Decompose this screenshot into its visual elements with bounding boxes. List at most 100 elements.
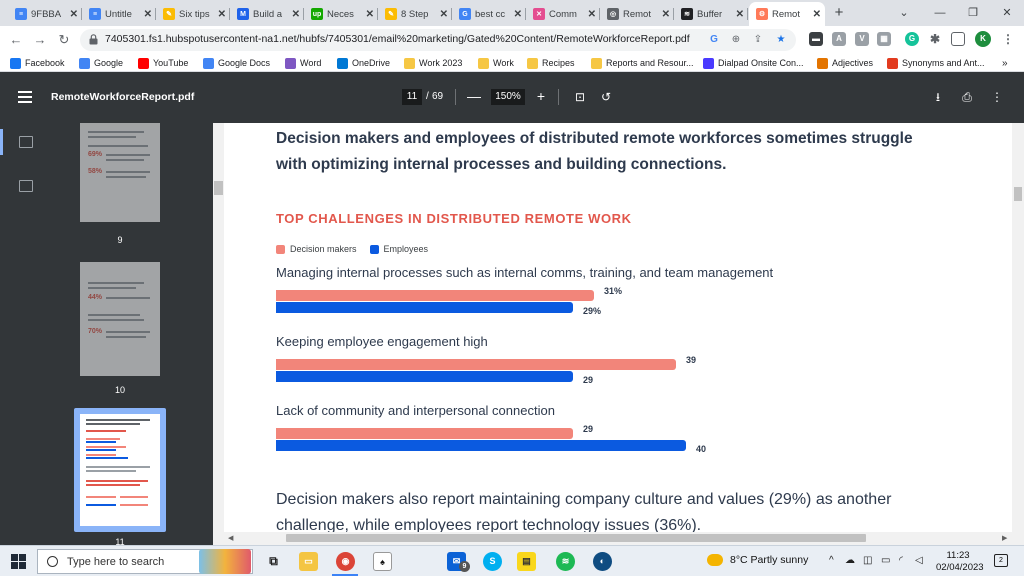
extension-grid-icon[interactable]: ▦: [877, 32, 891, 46]
forward-arrow-icon[interactable]: →: [33, 32, 47, 47]
zoom-icon[interactable]: ⊕: [731, 34, 741, 45]
more-options-icon[interactable]: ⋮: [991, 90, 1003, 104]
scroll-right-arrow-icon[interactable]: ▶: [1002, 535, 1008, 542]
browser-tab[interactable]: M Build a ✕: [230, 2, 304, 26]
page-number-input[interactable]: 11: [402, 89, 422, 105]
browser-tab[interactable]: ≋ Buffer ✕: [674, 2, 748, 26]
browser-tab[interactable]: ⚙ Remot ✕: [749, 2, 825, 26]
tab-close-icon[interactable]: ✕: [217, 8, 226, 20]
tab-close-icon[interactable]: ✕: [661, 8, 670, 20]
page-thumbnail-9[interactable]: 69% 58%: [80, 123, 160, 222]
bookmark-item[interactable]: Word: [285, 56, 321, 70]
side-panel-icon[interactable]: [951, 32, 965, 46]
url-text[interactable]: 7405301.fs1.hubspotusercontent-na1.net/h…: [105, 33, 690, 45]
show-hidden-icons-chevron-icon[interactable]: ^: [829, 555, 834, 566]
wifi-icon[interactable]: ◜: [899, 555, 903, 566]
bookmark-item[interactable]: Google: [79, 56, 123, 70]
page-vertical-scrollbar[interactable]: [1012, 123, 1024, 532]
zoom-level-input[interactable]: 150%: [491, 89, 525, 105]
tab-close-icon[interactable]: ✕: [587, 8, 596, 20]
tab-close-icon[interactable]: ✕: [143, 8, 152, 20]
battery-icon[interactable]: ▭: [881, 555, 891, 566]
extensions-puzzle-icon[interactable]: ✱: [929, 32, 941, 46]
extension-screen-icon[interactable]: ▬: [809, 32, 823, 46]
bookmark-item[interactable]: Adjectives: [817, 56, 873, 70]
address-bar[interactable]: 7405301.fs1.hubspotusercontent-na1.net/h…: [80, 29, 796, 51]
page-thumbnail-10[interactable]: 44% 70%: [80, 262, 160, 376]
extension-v-icon[interactable]: V: [855, 32, 869, 46]
restore-button[interactable]: ❐: [968, 7, 978, 19]
page-thumbnail-11[interactable]: [80, 414, 160, 526]
volume-icon[interactable]: ◁: [915, 555, 923, 566]
fit-to-page-icon[interactable]: ⊡: [574, 90, 586, 104]
profile-avatar[interactable]: K: [975, 31, 991, 47]
bookmark-item[interactable]: Recipes: [527, 56, 575, 70]
system-clock[interactable]: 11:23 02/04/2023: [936, 550, 984, 574]
onedrive-tray-icon[interactable]: ☁: [845, 555, 855, 566]
bookmark-item[interactable]: YouTube: [138, 56, 188, 70]
browser-tab[interactable]: ≡ Untitle ✕: [82, 2, 156, 26]
scroll-left-arrow-icon[interactable]: ◀: [228, 535, 234, 542]
file-explorer-icon[interactable]: ▭: [299, 552, 318, 571]
bookmark-item[interactable]: Facebook: [10, 56, 65, 70]
solitaire-icon[interactable]: ♠: [373, 552, 392, 571]
bookmark-item[interactable]: OneDrive: [337, 56, 390, 70]
bookmark-item[interactable]: Reports and Resour...: [591, 56, 694, 70]
minimize-button[interactable]: —: [934, 7, 946, 19]
edge-icon[interactable]: ◐: [593, 552, 612, 571]
tab-close-icon[interactable]: ✕: [812, 8, 821, 20]
tab-search-button[interactable]: ⌄: [899, 7, 909, 19]
browser-tab[interactable]: ✕ Comm ✕: [526, 2, 600, 26]
task-view-icon[interactable]: ⧉: [269, 554, 278, 568]
bookmark-item[interactable]: Dialpad Onsite Con...: [703, 56, 804, 70]
sidebar-scrollbar[interactable]: [213, 123, 224, 545]
bookmark-item[interactable]: Work: [478, 56, 514, 70]
grammarly-icon[interactable]: G: [905, 32, 919, 46]
bookmark-item[interactable]: Synonyms and Ant...: [887, 56, 985, 70]
share-icon[interactable]: ⇪: [753, 34, 763, 45]
hamburger-menu-icon[interactable]: [18, 91, 32, 103]
sidebar-scrollbar-thumb[interactable]: [214, 181, 223, 195]
tab-close-icon[interactable]: ✕: [291, 8, 300, 20]
notification-center-icon[interactable]: 2: [994, 554, 1008, 567]
spotify-icon[interactable]: ≋: [556, 552, 575, 571]
close-window-button[interactable]: ✕: [1002, 7, 1012, 19]
rotate-icon[interactable]: ↺: [600, 90, 612, 104]
bookmarks-overflow-button[interactable]: »: [1002, 57, 1008, 69]
new-tab-button[interactable]: +: [834, 4, 844, 21]
horizontal-scrollbar-thumb[interactable]: [286, 534, 866, 542]
windows-start-icon[interactable]: [11, 554, 26, 569]
bookmark-item[interactable]: Google Docs: [203, 56, 270, 70]
vertical-scrollbar-thumb[interactable]: [1014, 187, 1022, 201]
lock-icon[interactable]: [89, 34, 98, 45]
bookmark-item[interactable]: Work 2023: [404, 56, 462, 70]
zoom-in-button[interactable]: +: [536, 88, 546, 104]
browser-tab[interactable]: ✎ 8 Step ✕: [378, 2, 452, 26]
download-icon[interactable]: ⭳: [935, 90, 941, 104]
extension-translate-icon[interactable]: A: [832, 32, 846, 46]
skype-icon[interactable]: S: [483, 552, 502, 571]
google-lens-icon[interactable]: G: [710, 34, 718, 45]
back-arrow-icon[interactable]: ←: [9, 32, 23, 47]
tab-close-icon[interactable]: ✕: [365, 8, 374, 20]
tab-close-icon[interactable]: ✕: [439, 8, 448, 20]
browser-tab[interactable]: ✎ Six tips ✕: [156, 2, 230, 26]
zoom-out-button[interactable]: —: [467, 88, 481, 104]
tab-close-icon[interactable]: ✕: [735, 8, 744, 20]
browser-tab[interactable]: up Neces ✕: [304, 2, 378, 26]
chrome-icon[interactable]: ◉: [336, 552, 355, 571]
news-widget-icon[interactable]: [199, 549, 251, 574]
tab-close-icon[interactable]: ✕: [513, 8, 522, 20]
meet-now-icon[interactable]: ◫: [863, 555, 873, 566]
page-horizontal-scrollbar[interactable]: ◀ ▶: [224, 532, 1024, 545]
document-outline-icon[interactable]: [19, 180, 33, 192]
thumbnails-icon[interactable]: [19, 136, 33, 148]
browser-tab[interactable]: ◎ Remot ✕: [600, 2, 674, 26]
sticky-notes-icon[interactable]: ▤: [517, 552, 536, 571]
search-placeholder[interactable]: Type here to search: [67, 556, 165, 568]
browser-tab[interactable]: ≡ 9FBBA ✕: [8, 2, 82, 26]
tab-close-icon[interactable]: ✕: [69, 8, 78, 20]
bookmark-star-icon[interactable]: ★: [776, 34, 786, 45]
weather-widget[interactable]: 8°C Partly sunny: [707, 554, 808, 566]
